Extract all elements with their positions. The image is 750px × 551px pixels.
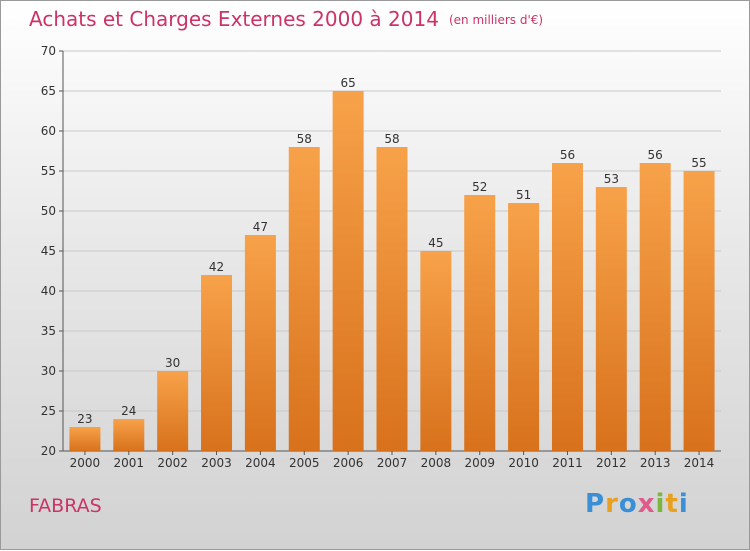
bar: [157, 371, 189, 451]
y-tick-label: 20: [41, 444, 56, 458]
y-tick-label: 35: [41, 324, 56, 338]
bar-value-label: 55: [691, 156, 706, 170]
x-tick-label: 2004: [245, 456, 276, 470]
x-tick-label: 2001: [114, 456, 145, 470]
x-tick-label: 2007: [377, 456, 408, 470]
x-tick-label: 2002: [157, 456, 188, 470]
commune-name: FABRAS: [29, 495, 102, 517]
y-tick-label: 70: [41, 44, 56, 58]
bar: [551, 163, 583, 451]
brand-letter: o: [618, 489, 638, 519]
bar: [683, 171, 715, 451]
bar-value-label: 51: [516, 188, 531, 202]
y-tick-label: 45: [41, 244, 56, 258]
bar: [420, 251, 452, 451]
bar-value-label: 23: [77, 412, 92, 426]
bar: [639, 163, 671, 451]
y-tick-label: 50: [41, 204, 56, 218]
bar-value-label: 52: [472, 180, 487, 194]
x-tick-label: 2006: [333, 456, 364, 470]
x-tick-label: 2000: [70, 456, 101, 470]
brand-letter: i: [678, 489, 689, 519]
bar: [376, 147, 408, 451]
bar: [288, 147, 320, 451]
bar: [464, 195, 496, 451]
y-tick-label: 65: [41, 84, 56, 98]
x-tick-label: 2008: [421, 456, 452, 470]
x-tick-label: 2011: [552, 456, 583, 470]
bar: [595, 187, 627, 451]
brand-letter: i: [655, 489, 666, 519]
proxiti-logo[interactable]: Proxiti: [585, 489, 689, 519]
x-tick-label: 2012: [596, 456, 627, 470]
x-tick-label: 2009: [464, 456, 495, 470]
bar-value-label: 47: [253, 220, 268, 234]
bar: [113, 419, 145, 451]
bar-value-label: 24: [121, 404, 136, 418]
chart-unit: (en milliers d'€): [448, 13, 544, 27]
bar-value-label: 42: [209, 260, 224, 274]
bar: [508, 203, 540, 451]
y-tick-label: 30: [41, 364, 56, 378]
bar-value-label: 58: [297, 132, 312, 146]
bar: [332, 91, 364, 451]
brand-letter: x: [637, 489, 656, 519]
y-tick-label: 25: [41, 404, 56, 418]
x-tick-label: 2010: [508, 456, 539, 470]
bar-value-label: 65: [340, 76, 355, 90]
brand-letter: P: [585, 489, 606, 519]
title-row: Achats et Charges Externes 2000 à 2014 (e…: [29, 7, 543, 31]
bar-value-label: 30: [165, 356, 180, 370]
bar: [69, 427, 101, 451]
x-tick-label: 2014: [684, 456, 715, 470]
bar-value-label: 56: [560, 148, 575, 162]
data-labels: 23 24 30 42 47 58 65 58 45 52 51 56 53 56 55: [77, 76, 706, 426]
bars: [69, 91, 715, 451]
bar: [244, 235, 276, 451]
y-tick-label: 55: [41, 164, 56, 178]
bar: [201, 275, 233, 451]
y-tick-label: 40: [41, 284, 56, 298]
bar-value-label: 56: [648, 148, 663, 162]
brand-letter: t: [665, 489, 679, 519]
bar-value-label: 45: [428, 236, 443, 250]
y-tick-label: 60: [41, 124, 56, 138]
bar-value-label: 53: [604, 172, 619, 186]
x-tick-label: 2013: [640, 456, 671, 470]
x-tick-label: 2005: [289, 456, 320, 470]
x-tick-label: 2003: [201, 456, 232, 470]
brand-letter: r: [605, 489, 619, 519]
bar-value-label: 58: [384, 132, 399, 146]
chart-title: Achats et Charges Externes 2000 à 2014: [29, 7, 439, 31]
